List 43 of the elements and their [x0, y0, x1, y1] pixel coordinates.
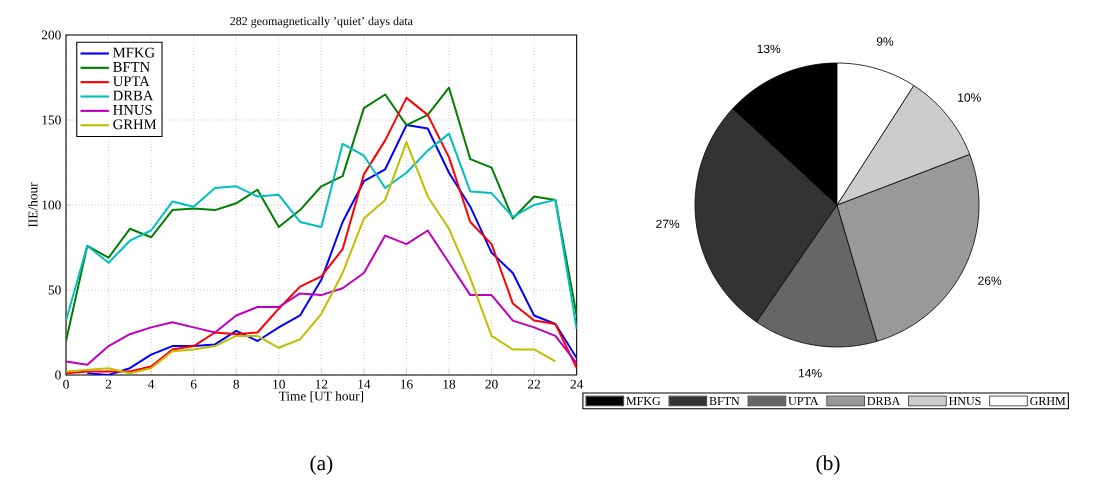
data-label: 10%: [958, 93, 981, 102]
legend-label: GRHM: [1030, 397, 1066, 406]
text: (a): [310, 455, 333, 475]
data-label: 27%: [656, 219, 680, 229]
legend-label: DRBA: [113, 90, 154, 101]
x-tick-label: 24: [570, 379, 584, 389]
x-tick-label: 6: [190, 379, 197, 389]
y-tick-label: 100: [42, 200, 61, 210]
x-axis-title: Time [UT hour]: [278, 391, 364, 403]
legend-label: UPTA: [113, 76, 150, 87]
line-series: [66, 229, 577, 366]
y-axis-title: IIE/hour: [28, 182, 38, 228]
y-tick-label: 200: [41, 30, 61, 40]
data-label: 26%: [978, 276, 1002, 285]
legend-label: MFKG: [626, 397, 661, 406]
legend-label: DRBA: [867, 397, 901, 405]
text: (b): [816, 455, 840, 475]
legend-label: BFTN: [709, 397, 740, 405]
y-tick-label: 50: [48, 285, 61, 295]
x-tick-label: 14: [358, 379, 371, 389]
legend-label: GRHM: [113, 119, 157, 130]
data-label: 14%: [798, 369, 822, 378]
x-tick-label: 8: [233, 379, 240, 389]
data-label: 13%: [757, 44, 781, 54]
legend-label: MFKG: [113, 47, 155, 58]
x-tick-label: 20: [485, 379, 498, 389]
legend-label: HNUS: [948, 397, 981, 406]
x-tick-label: 10: [273, 379, 285, 389]
line-series: [66, 132, 577, 331]
chart-title: 282 geomagnetically ’quiet’ days data: [230, 16, 413, 28]
x-tick-label: 2: [105, 379, 112, 389]
x-tick-label: 18: [443, 379, 456, 389]
legend-label: HNUS: [113, 105, 152, 115]
x-tick-label: 4: [148, 379, 155, 389]
x-tick-label: 0: [63, 379, 69, 389]
x-tick-label: 12: [315, 379, 328, 389]
legend-label: BFTN: [113, 62, 150, 72]
y-tick-label: 0: [55, 370, 61, 380]
data-label: 9%: [876, 37, 894, 46]
x-tick-label: 16: [400, 379, 413, 389]
x-tick-label: 22: [528, 379, 541, 389]
y-tick-label: 150: [42, 115, 61, 125]
legend-label: UPTA: [788, 397, 819, 406]
